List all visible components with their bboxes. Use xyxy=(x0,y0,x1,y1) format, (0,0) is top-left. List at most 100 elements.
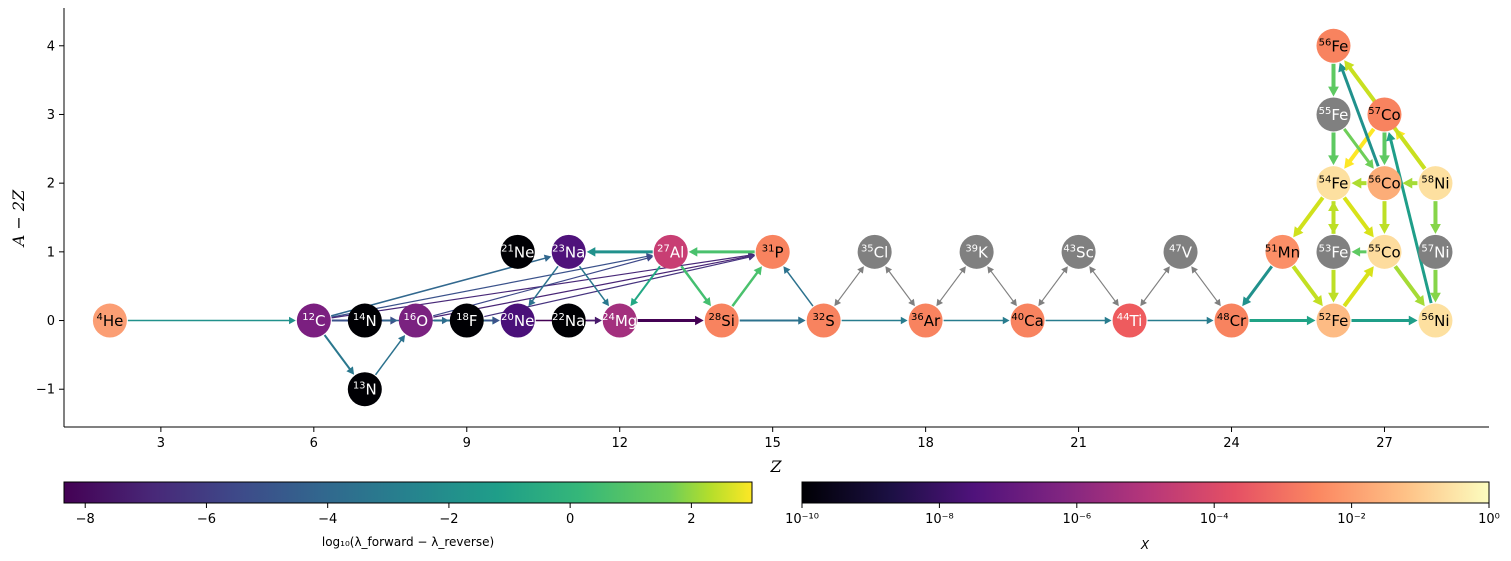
nuclide-circle xyxy=(1316,28,1351,63)
nuclide-label: 56Co xyxy=(1368,175,1400,193)
edge-line xyxy=(1193,270,1219,303)
nuclide-label: 40Ca xyxy=(1011,312,1043,330)
edge-arrowhead xyxy=(1328,86,1339,97)
nuclide-symbol: Mg xyxy=(615,312,637,330)
nuclide-symbol: Co xyxy=(1381,243,1401,261)
y-axis-label: A − 2Z xyxy=(9,189,28,248)
nuclide-fe53: 53Fe xyxy=(1316,234,1351,269)
nuclide-circle xyxy=(1112,303,1147,338)
nuclide-label: 28Si xyxy=(708,312,734,330)
edge-arrowhead xyxy=(1328,155,1339,166)
nuclide-circle xyxy=(1367,234,1402,269)
nuclide-na22: 22Na xyxy=(551,303,586,338)
edge-line xyxy=(731,270,760,307)
nuclide-f18: 18F xyxy=(449,303,484,338)
reaction-edge xyxy=(484,253,756,318)
edge-arrowhead xyxy=(783,266,791,274)
x-tick-label: 21 xyxy=(1070,436,1087,451)
edge-line xyxy=(433,255,751,318)
nuclide-symbol: Fe xyxy=(1331,312,1348,330)
abundance-colorbar-label: X xyxy=(1140,538,1150,552)
nuclide-circle xyxy=(551,234,586,269)
nuclide-label: 23Na xyxy=(552,243,585,261)
edge-line xyxy=(1291,265,1320,301)
nuclide-circle xyxy=(1367,166,1402,201)
edge-line xyxy=(1040,270,1066,303)
edge-arrowhead xyxy=(543,254,552,262)
reaction-edge xyxy=(731,266,762,307)
edge-line xyxy=(323,334,352,371)
reaction-edge xyxy=(586,247,653,257)
edge-arrowhead xyxy=(857,266,864,274)
edge-arrowhead xyxy=(1430,292,1441,303)
nuclide-fe52: 52Fe xyxy=(1316,303,1351,338)
nuclide-circle xyxy=(1316,303,1351,338)
x-tick-label: 18 xyxy=(917,436,934,451)
edge-arrowhead xyxy=(908,298,915,307)
edge-arrowhead xyxy=(1364,158,1374,169)
edge-arrowhead xyxy=(695,315,704,326)
nuclide-ca40: 40Ca xyxy=(1010,303,1045,338)
nuclide-circle xyxy=(908,303,943,338)
reaction-edge xyxy=(885,266,915,307)
reaction-edge xyxy=(630,265,661,307)
reaction-edge xyxy=(528,265,559,307)
nuclide-mass: 24 xyxy=(602,312,615,323)
nuclide-mass: 40 xyxy=(1011,312,1024,323)
colorbar-tick-label: 0 xyxy=(566,512,574,527)
edge-arrowhead xyxy=(586,247,596,257)
edge-line xyxy=(578,265,607,303)
colorbar-tick-label: 10⁻⁶ xyxy=(1062,512,1091,527)
nuclide-label: 36Ar xyxy=(911,312,941,330)
nuclide-mass: 58 xyxy=(1421,175,1434,186)
nuclide-mass: 56 xyxy=(1368,175,1381,186)
nuclide-mass: 55 xyxy=(1368,243,1381,254)
reaction-edge xyxy=(586,316,602,325)
edge-arrowhead xyxy=(936,298,944,307)
nuclide-ni58: 58Ni xyxy=(1418,166,1453,201)
rate-colorbar-label: log₁₀(λ_forward − λ_reverse) xyxy=(322,535,494,549)
reaction-edge xyxy=(1343,128,1374,169)
reaction-edge xyxy=(578,265,609,307)
nuclide-symbol: N xyxy=(366,381,377,399)
y-tick-label: 4 xyxy=(47,39,55,54)
nuclide-mass: 56 xyxy=(1319,37,1332,48)
reaction-edge xyxy=(1430,201,1441,234)
nuclide-mass: 54 xyxy=(1319,175,1332,186)
nuclide-circle xyxy=(1418,166,1453,201)
x-tick-label: 9 xyxy=(463,436,471,451)
nuclide-label: 58Ni xyxy=(1421,175,1449,193)
reaction-edge xyxy=(987,266,1017,307)
nuclide-mass: 23 xyxy=(552,243,565,254)
nuclide-symbol: P xyxy=(775,243,784,261)
nuclide-circle xyxy=(1316,234,1351,269)
x-tick-label: 12 xyxy=(611,436,628,451)
reaction-edge xyxy=(1328,269,1339,303)
nuclide-mass: 14 xyxy=(353,312,366,323)
nuclide-na23: 23Na xyxy=(551,234,586,269)
colorbar-tick-label: −2 xyxy=(439,512,458,527)
edge-arrowhead xyxy=(1112,298,1119,307)
nuclide-mass: 12 xyxy=(302,312,315,323)
nuclide-circle xyxy=(1214,303,1249,338)
nuclide-circle xyxy=(755,234,790,269)
nuclide-mass: 4 xyxy=(96,312,102,323)
nuclide-label: 51Mn xyxy=(1265,243,1300,261)
reaction-edge xyxy=(1328,63,1339,97)
edge-arrowhead xyxy=(1163,266,1170,274)
reaction-edge xyxy=(1328,132,1339,166)
nuclide-circle xyxy=(1010,303,1045,338)
nuclide-label: 55Fe xyxy=(1319,106,1349,124)
edge-arrowhead xyxy=(1379,155,1390,166)
edge-line xyxy=(531,265,559,303)
nuclide-symbol: Co xyxy=(1381,106,1401,124)
nuclide-circle xyxy=(347,303,382,338)
nuclide-mass: 16 xyxy=(404,312,417,323)
edge-arrowhead xyxy=(1293,226,1304,238)
abundance-colorbar-gradient xyxy=(801,481,1490,504)
edge-arrowhead xyxy=(289,316,296,325)
edge-line xyxy=(1342,271,1371,308)
nuclide-symbol: Ca xyxy=(1024,312,1044,330)
